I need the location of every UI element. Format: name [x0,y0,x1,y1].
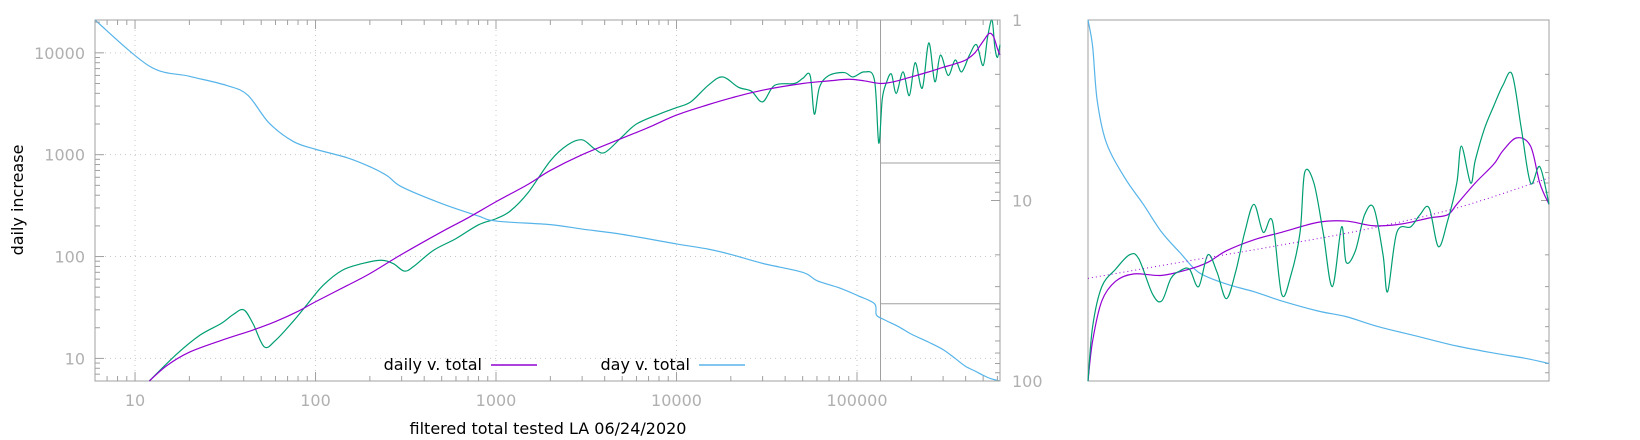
legend: daily v. total day v. total [384,355,745,374]
side-frame [1087,19,1550,382]
main-grid [95,20,1000,381]
y-tick-label: 100 [54,248,85,267]
x-tick-labels: 10 100 1000 10000 100000 [125,391,888,410]
x-tick-label: 100000 [826,391,887,410]
side-chart [1087,19,1550,382]
side-series-smooth [1087,137,1550,382]
series-daily-raw [148,19,1001,382]
y-axis-label: daily increase [8,145,27,256]
x-tick-label: 1000 [476,391,517,410]
side-series-trend [1087,177,1550,279]
y-tick-label: 1000 [44,146,85,165]
y2-tick-label: 1 [1012,11,1022,30]
main-ticks [94,19,1000,382]
y2-tick-label: 100 [1012,372,1043,391]
legend-label-day-v-total: day v. total [601,355,691,374]
y-tick-label: 10000 [34,44,85,63]
series-daily-v-total [148,32,1001,382]
y2-tick-labels: 1 10 100 [1012,11,1043,391]
main-plot-border [94,19,1001,382]
side-plot-border [1087,19,1550,382]
legend-label-daily-v-total: daily v. total [384,355,482,374]
main-frame [94,19,1001,382]
series-day-v-total [94,19,1001,382]
side-series [1087,19,1550,382]
x-tick-label: 10000 [651,391,702,410]
side-series-day [1087,19,1550,365]
x-axis-label: filtered total tested LA 06/24/2020 [410,419,687,438]
main-series [94,19,1001,382]
main-annotations [880,20,1000,381]
side-series-raw [1087,71,1550,382]
x-tick-label: 100 [300,391,331,410]
y-tick-labels: 10 100 1000 10000 [34,44,85,369]
y2-tick-label: 10 [1012,192,1032,211]
x-tick-label: 10 [125,391,145,410]
y-tick-label: 10 [65,349,85,368]
